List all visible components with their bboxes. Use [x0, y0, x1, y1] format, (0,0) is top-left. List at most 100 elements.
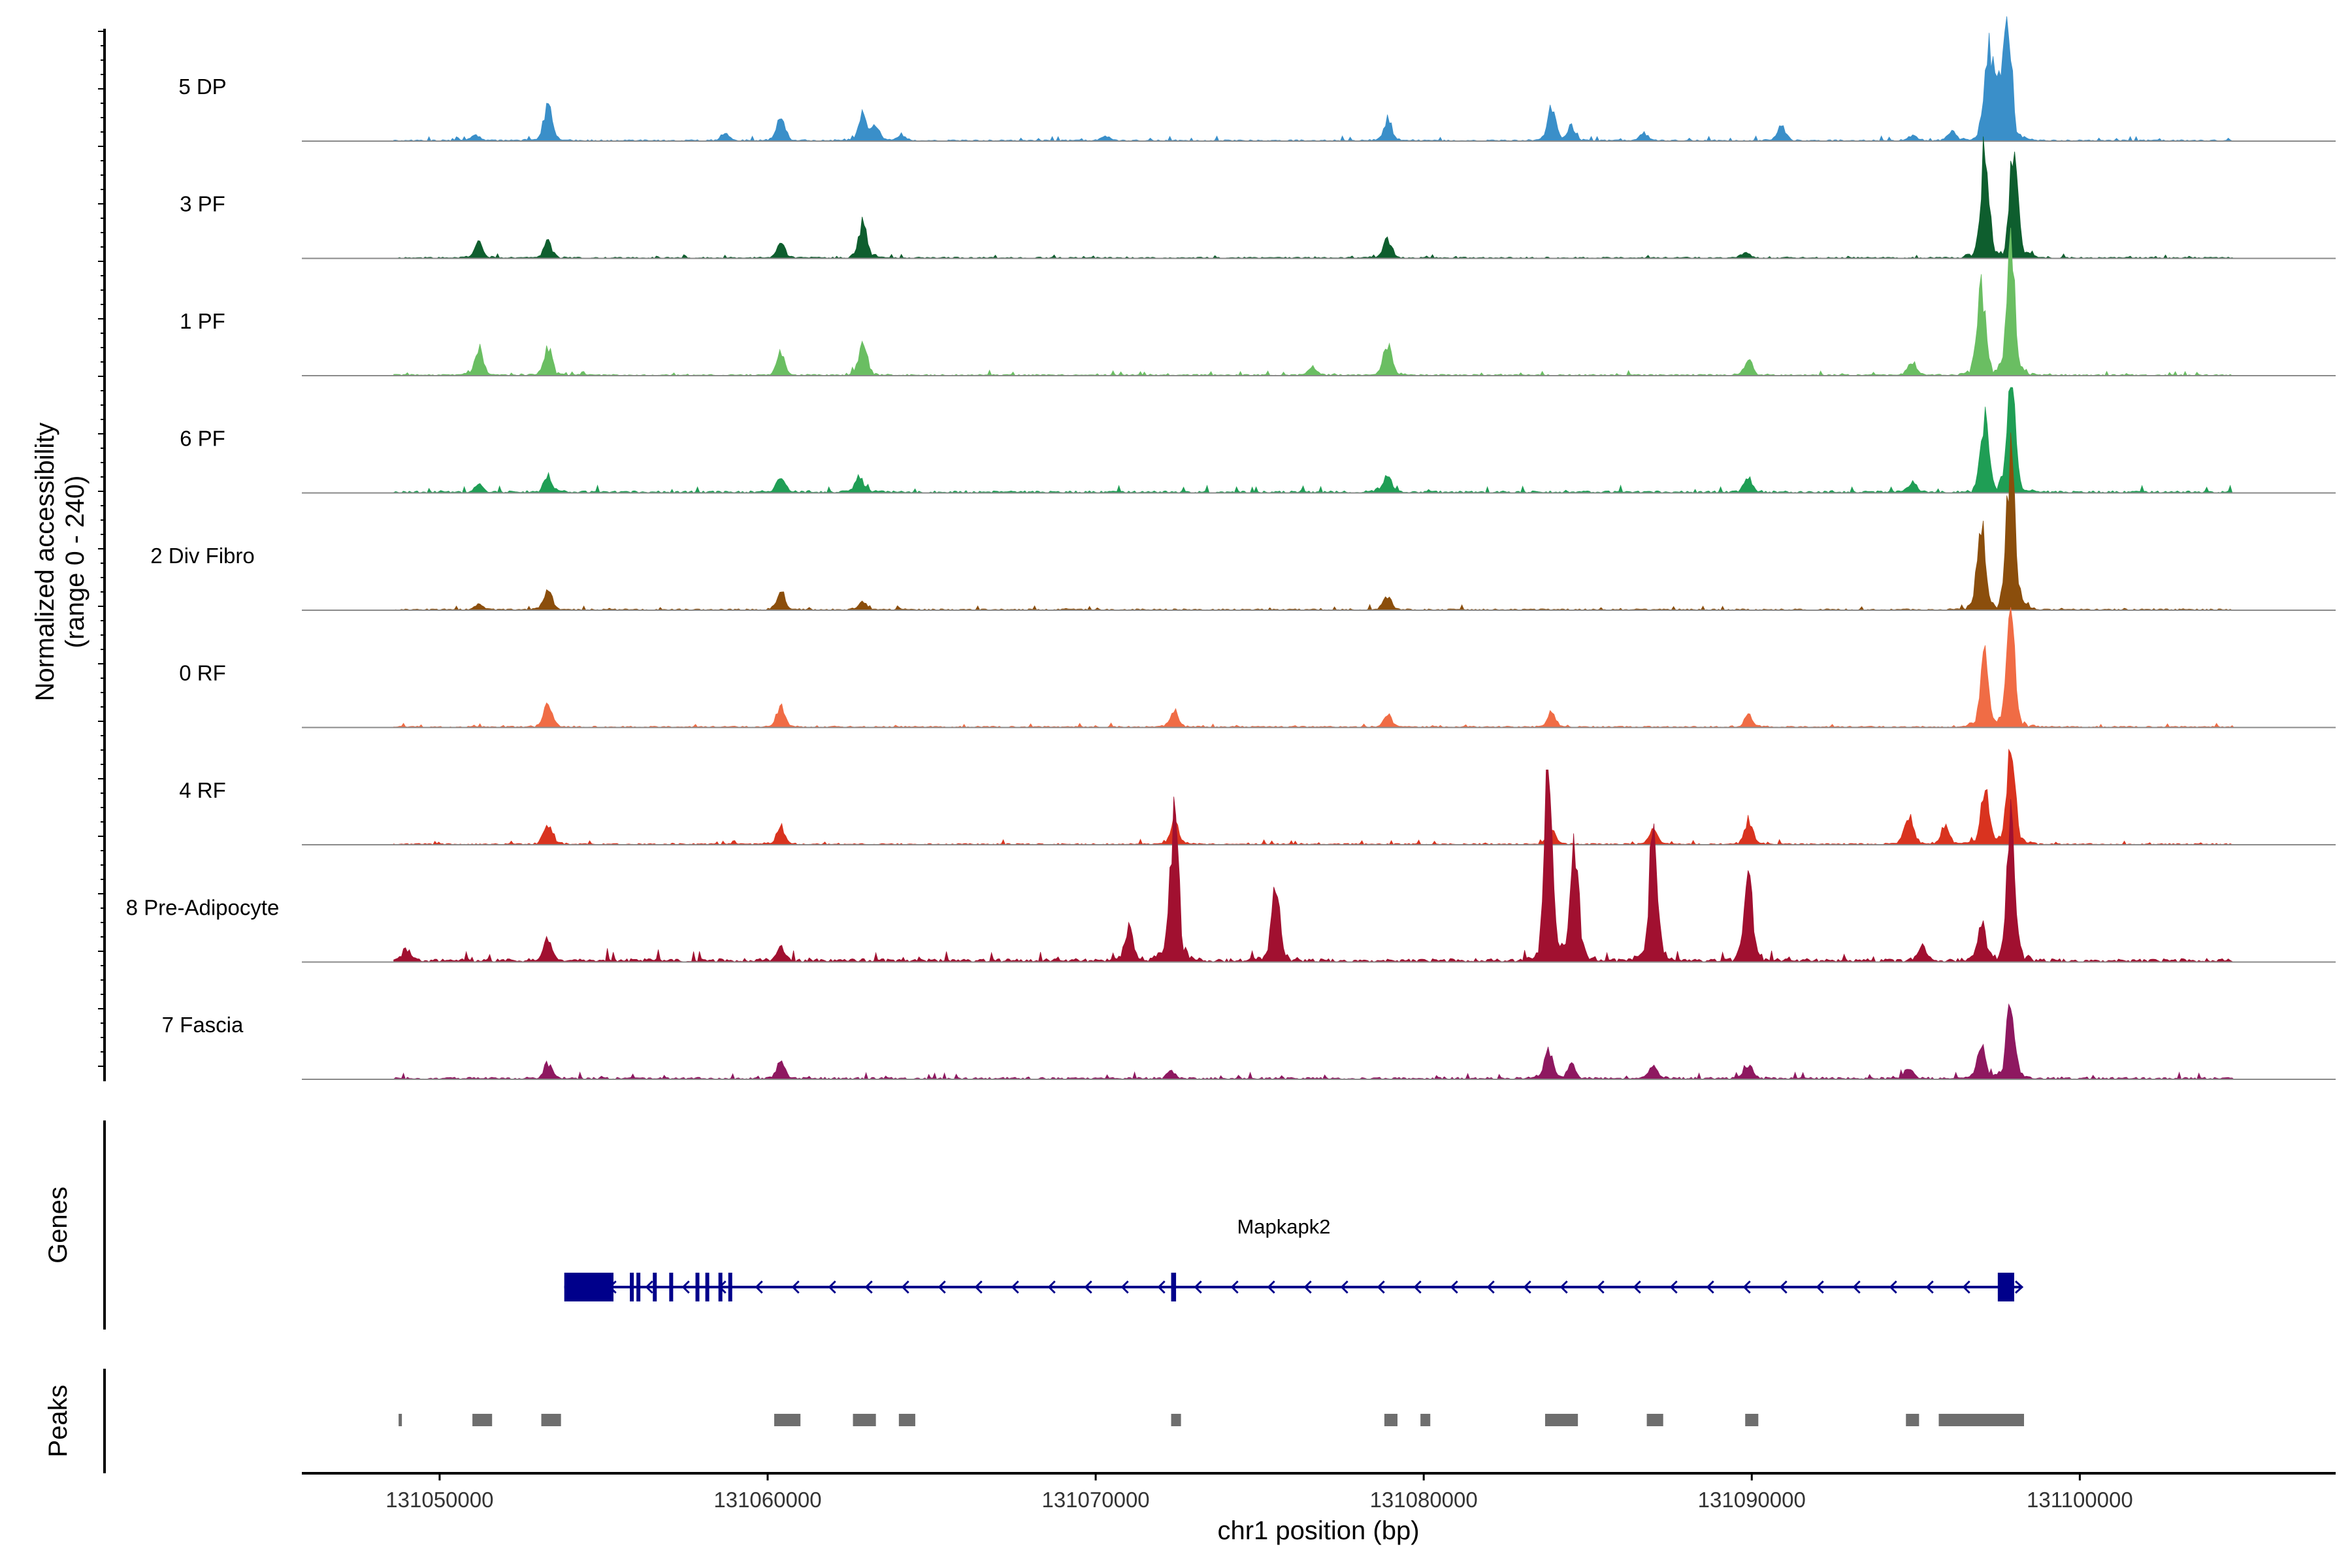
strand-arrow [1706, 1280, 1714, 1294]
strand-arrow [645, 1280, 653, 1294]
gene-exon [728, 1273, 732, 1301]
track-label: 6 PF [180, 427, 225, 451]
gene-exon [564, 1273, 613, 1301]
peaks-track-label: Peaks [44, 1384, 73, 1457]
peak-region [1646, 1414, 1663, 1426]
gene-exon [1171, 1273, 1177, 1301]
strand-arrow [1816, 1280, 1824, 1294]
strand-arrow [1047, 1280, 1056, 1294]
strand-arrow [1120, 1280, 1129, 1294]
peak-region [1544, 1414, 1578, 1426]
genes-track-label: Genes [44, 1186, 73, 1264]
gene-exon [705, 1273, 710, 1301]
y-axis-subtitle: (range 0 - 240) [61, 476, 90, 649]
track-2-div-fibro: 2 Div Fibro [150, 432, 2336, 611]
y-axis-title: Normalized accessibility [31, 423, 59, 702]
gene-exon [636, 1273, 641, 1301]
x-axis-title: chr1 position (bp) [1217, 1516, 1419, 1545]
track-5-dp: 5 DP [178, 16, 2336, 142]
strand-arrow [681, 1280, 690, 1294]
strand-arrow [1742, 1280, 1751, 1294]
strand-arrow [1669, 1280, 1678, 1294]
strand-arrow [1779, 1280, 1788, 1294]
gene-exon [1997, 1273, 2014, 1301]
strand-arrow [1486, 1280, 1495, 1294]
strand-arrow [1962, 1280, 1970, 1294]
peak-region [1938, 1414, 2025, 1426]
gene-model [564, 1273, 2024, 1301]
x-axis-ticks: 131050000 131060000 131070000 131080000 1310… [385, 1473, 2133, 1512]
strand-arrow [791, 1280, 800, 1294]
x-tick-label: 131080000 [1370, 1488, 1478, 1512]
peak-region [774, 1414, 801, 1426]
track-1-pf: 1 PF [180, 227, 2336, 376]
strand-arrow [1633, 1280, 1641, 1294]
track-label: 0 RF [179, 661, 226, 685]
strand-arrow [1267, 1280, 1275, 1294]
strand-arrow [2014, 1280, 2024, 1294]
track-3-pf: 3 PF [180, 136, 2336, 259]
peak-region [1420, 1414, 1431, 1426]
peak-region [399, 1414, 402, 1426]
track-label: 3 PF [180, 192, 225, 216]
x-tick-label: 131090000 [1698, 1488, 1806, 1512]
strand-arrow [938, 1280, 946, 1294]
strand-arrow [901, 1280, 909, 1294]
strand-arrow [1596, 1280, 1605, 1294]
x-tick-label: 131060000 [713, 1488, 821, 1512]
strand-arrow [1925, 1280, 1934, 1294]
coverage-area [393, 387, 2234, 494]
strand-arrow [1230, 1280, 1239, 1294]
strand-arrow [755, 1280, 763, 1294]
strand-arrow [1560, 1280, 1568, 1294]
coverage-area [393, 227, 2234, 376]
strand-arrow [864, 1280, 873, 1294]
strand-arrow [828, 1280, 836, 1294]
peak-regions [399, 1414, 2025, 1426]
strand-arrow [974, 1280, 983, 1294]
track-label: 1 PF [180, 309, 225, 333]
strand-arrow [1523, 1280, 1531, 1294]
gene-exon [695, 1273, 700, 1301]
gene-exon [653, 1273, 657, 1301]
gene-exon [718, 1273, 723, 1301]
peak-region [1171, 1414, 1181, 1426]
peak-region [541, 1414, 561, 1426]
strand-arrow [1889, 1280, 1897, 1294]
peak-region [1384, 1414, 1398, 1426]
peak-region [1906, 1414, 1919, 1426]
coverage-area [393, 432, 2234, 611]
track-7-fascia: 7 Fascia [162, 1003, 2336, 1080]
coverage-area [393, 748, 2234, 845]
peak-region [898, 1414, 915, 1426]
strand-arrow [1194, 1280, 1202, 1294]
coverage-area [393, 136, 2234, 259]
track-label: 4 RF [179, 778, 226, 802]
x-tick-label: 131050000 [385, 1488, 493, 1512]
coverage-area [393, 16, 2234, 142]
strand-arrow [1413, 1280, 1422, 1294]
gene-name-label: Mapkapk2 [1237, 1215, 1330, 1238]
peak-region [1745, 1414, 1759, 1426]
track-label: 7 Fascia [162, 1013, 244, 1037]
track-8-pre-adipocyte: 8 Pre-Adipocyte [126, 770, 2336, 963]
track-6-pf: 6 PF [180, 387, 2336, 494]
strand-arrow [1377, 1280, 1385, 1294]
strand-arrow [1450, 1280, 1458, 1294]
strand-arrow [1852, 1280, 1861, 1294]
strand-arrow [1303, 1280, 1312, 1294]
track-4-rf: 4 RF [179, 748, 2336, 845]
strand-arrow [1084, 1280, 1092, 1294]
peak-region [853, 1414, 876, 1426]
coverage-area [393, 1003, 2235, 1080]
track-label: 5 DP [178, 74, 226, 99]
strand-arrow [1011, 1280, 1019, 1294]
track-0-rf: 0 RF [179, 607, 2336, 728]
strand-arrow [1157, 1280, 1166, 1294]
x-tick-label: 131070000 [1041, 1488, 1149, 1512]
coverage-area [393, 607, 2235, 728]
track-label: 2 Div Fibro [150, 544, 255, 568]
x-tick-label: 131100000 [2027, 1488, 2133, 1512]
coverage-y-ticks [98, 31, 105, 1067]
